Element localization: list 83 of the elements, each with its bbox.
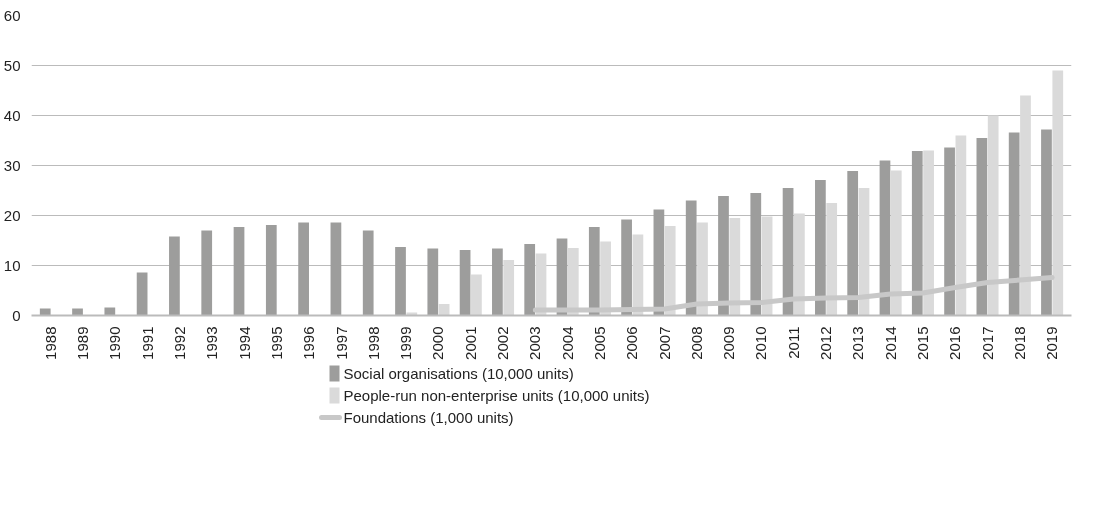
legend-label: Foundations (1,000 units) [343, 409, 514, 426]
x-tick-label: 1992 [171, 326, 189, 360]
y-tick-label: 50 [3, 56, 21, 74]
bar [524, 244, 536, 316]
x-tick-label: 2008 [687, 326, 705, 360]
bar [685, 200, 697, 316]
bar [794, 213, 805, 316]
y-tick-label: 20 [3, 206, 21, 224]
x-tick-label: 1998 [364, 326, 382, 360]
x-tick-label: 2000 [429, 326, 447, 360]
bar [298, 222, 309, 316]
bar [395, 247, 406, 316]
bar [104, 307, 116, 316]
x-tick-label: 2011 [784, 326, 802, 359]
x-tick-label: 2017 [978, 326, 996, 360]
y-tick-label: 60 [3, 6, 21, 24]
x-tick-label: 2004 [558, 326, 576, 360]
y-tick-label: 0 [12, 306, 21, 324]
bar [233, 227, 245, 316]
bar [1052, 70, 1064, 316]
bar [1041, 129, 1052, 316]
x-tick-label: 2019 [1043, 326, 1061, 360]
y-tick-label: 10 [3, 256, 21, 274]
bar [265, 225, 277, 316]
bar [847, 171, 859, 316]
bar [911, 151, 923, 316]
bar [944, 147, 955, 316]
bar [826, 203, 838, 316]
x-tick-label: 2001 [461, 326, 479, 360]
bar [588, 227, 600, 316]
bar [815, 180, 826, 316]
x-tick-label: 1997 [332, 326, 350, 360]
bar [976, 138, 988, 316]
bar [136, 272, 148, 316]
x-tick-label: 1989 [74, 326, 92, 360]
bar [600, 241, 611, 316]
x-tick-label: 1991 [138, 326, 156, 360]
x-tick-label: 2016 [946, 326, 964, 360]
bar [718, 196, 729, 316]
bar [1008, 132, 1020, 316]
x-tick-label: 1999 [397, 326, 415, 360]
x-tick-label: 1988 [41, 326, 59, 360]
bar [923, 150, 934, 316]
x-tick-label: 1990 [106, 326, 124, 360]
bar [1020, 95, 1031, 316]
bar [987, 115, 999, 316]
x-tick-label: 2010 [752, 326, 770, 360]
x-tick-label: 2009 [720, 326, 738, 360]
x-tick-label: 2002 [494, 326, 512, 360]
x-tick-label: 2012 [817, 326, 835, 360]
bar [427, 248, 439, 316]
x-tick-label: 1994 [235, 326, 253, 360]
bar [492, 248, 503, 316]
x-tick-label: 1993 [203, 326, 221, 360]
bar [664, 226, 676, 316]
bar [201, 230, 213, 316]
bar [362, 230, 374, 316]
legend-label: People-run non-enterprise units (10,000 units) [343, 387, 650, 404]
x-tick-label: 2007 [655, 326, 673, 360]
x-tick-label: 2006 [623, 326, 641, 360]
x-tick-label: 2014 [881, 326, 899, 360]
x-tick-label: 1995 [267, 326, 285, 360]
bar [729, 218, 741, 316]
bar [330, 222, 342, 316]
x-tick-label: 2018 [1010, 326, 1028, 360]
bar [890, 170, 902, 316]
x-tick-label: 1996 [300, 326, 318, 360]
bar [697, 222, 708, 316]
bar [567, 248, 579, 316]
legend-label: Social organisations (10,000 units) [343, 365, 574, 382]
x-tick-label: 2013 [849, 326, 867, 360]
bar [621, 219, 632, 316]
x-tick-label: 2015 [913, 326, 931, 360]
x-tick-label: 2003 [526, 326, 544, 360]
bar [955, 135, 967, 316]
bar [459, 250, 471, 316]
bar [169, 236, 180, 316]
bar [503, 260, 515, 316]
y-tick-label: 30 [3, 156, 21, 174]
x-tick-label: 2005 [590, 326, 608, 360]
y-tick-label: 40 [3, 106, 21, 124]
bar [471, 274, 482, 316]
bar [750, 193, 762, 316]
